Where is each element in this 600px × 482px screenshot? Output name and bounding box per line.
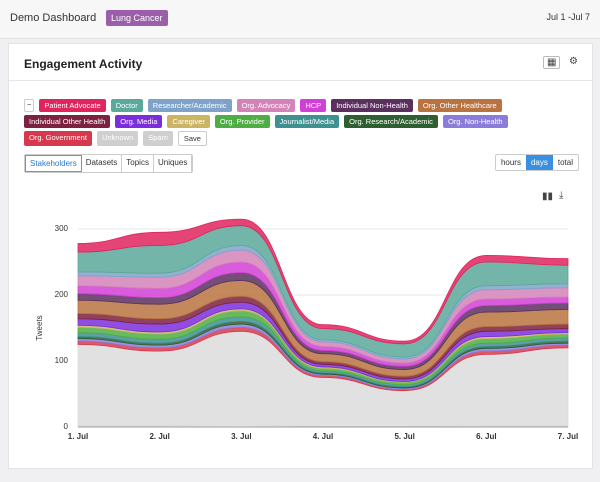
settings-button[interactable]: ⚙ [569, 56, 578, 67]
view-button[interactable]: hours [500, 158, 521, 167]
legend-item[interactable]: Journalist/Media [274, 115, 340, 128]
x-tick-label: 1. Jul [68, 432, 88, 441]
x-tick-label: 2. Jul [149, 432, 169, 441]
app-title: Demo Dashboard [10, 12, 97, 24]
legend-item[interactable]: Org. Research/Academic [344, 115, 438, 128]
legend-item[interactable]: Doctor [110, 99, 143, 112]
y-tick-label: 200 [55, 290, 69, 299]
divider [9, 80, 592, 81]
legend-item[interactable]: Org. Government [24, 131, 92, 146]
x-tick-label: 6. Jul [476, 432, 496, 441]
legend-item[interactable]: HCP [300, 99, 327, 112]
legend-item[interactable]: Org. Advocacy [236, 99, 296, 112]
y-tick-label: 0 [64, 422, 69, 431]
tab[interactable]: Stakeholders [25, 155, 82, 172]
tab[interactable]: Datasets [82, 155, 123, 172]
y-tick-label: 100 [55, 356, 69, 365]
legend-item[interactable]: Individual Other Health [24, 115, 111, 128]
legend-item[interactable]: Individual Non-Health [331, 99, 413, 112]
save-button[interactable]: Save [177, 131, 207, 146]
date-range[interactable]: Jul 1 -Jul 7 [546, 12, 590, 22]
tab[interactable]: Uniques [154, 155, 193, 172]
card-title: Engagement Activity [24, 57, 143, 71]
legend-item[interactable]: Org. Media [115, 115, 163, 128]
legend-item[interactable]: Unknown [96, 131, 139, 146]
legend-item[interactable]: Org. Provider [214, 115, 270, 128]
x-tick-label: 5. Jul [394, 432, 414, 441]
x-tick-label: 3. Jul [231, 432, 251, 441]
y-axis-label: Tweets [35, 315, 44, 340]
legend-item[interactable]: Org. Other Healthcare [417, 99, 502, 112]
y-tick-label: 300 [55, 224, 69, 233]
chart-type-button[interactable]: ▮▮ [542, 191, 554, 202]
tab[interactable]: Topics [122, 155, 154, 172]
x-tick-label: 4. Jul [313, 432, 333, 441]
table-button[interactable]: ▦ [543, 56, 561, 69]
tabs: Stakeholders Datasets Topics Uniques [24, 154, 194, 173]
collapse-button[interactable]: − [24, 99, 35, 112]
legend-item[interactable]: Spam [143, 131, 173, 146]
download-button[interactable]: ⤓ [559, 190, 564, 201]
view-button[interactable]: days [525, 155, 553, 170]
views: hours days total [494, 154, 579, 171]
legend: − Patient Advocate Doctor Researcher/Acade… [24, 99, 544, 146]
x-tick-label: 7. Jul [558, 432, 578, 441]
legend-item[interactable]: Caregiver [167, 115, 210, 128]
view-button[interactable]: total [557, 158, 573, 167]
area [77, 218, 569, 345]
legend-item[interactable]: Patient Advocate [39, 99, 106, 112]
legend-item[interactable]: Researcher/Academic [147, 99, 232, 112]
topic-tag[interactable]: Lung Cancer [106, 10, 168, 26]
legend-item[interactable]: Org. Non-Health [442, 115, 508, 128]
top-bar: Demo Dashboard Lung Cancer Jul 1 -Jul 7 [0, 0, 600, 39]
